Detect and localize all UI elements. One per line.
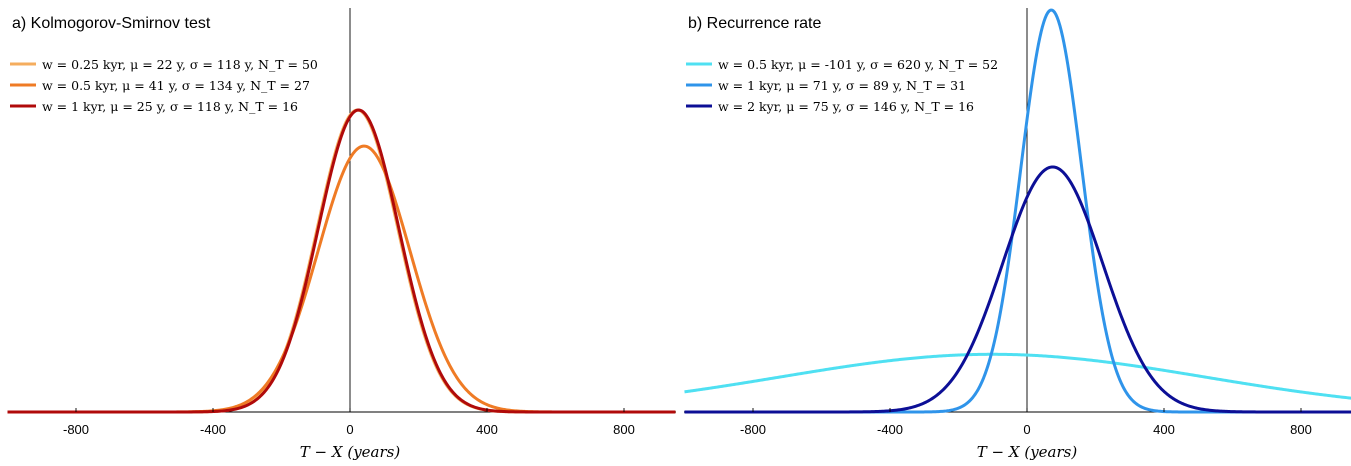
legend-entry: w = 0.5 kyr, μ = -101 y, σ = 620 y, N_T … (718, 57, 998, 72)
x-tick-label: -400 (200, 422, 226, 437)
panel-title: b) Recurrence rate (688, 15, 821, 32)
legend-entry: w = 2 kyr, μ = 75 y, σ = 146 y, N_T = 16 (718, 99, 974, 114)
x-axis-label: T − X (years) (977, 443, 1078, 461)
x-tick-label: 800 (1290, 422, 1312, 437)
panel-a: a) Kolmogorov-Smirnov test -800 -400 0 400 80… (7, 8, 676, 461)
x-tick-label: 0 (346, 422, 353, 437)
legend-entry: w = 1 kyr, μ = 25 y, σ = 118 y, N_T = 16 (42, 99, 298, 114)
series-line-1 (684, 352, 1351, 400)
x-tick-label: 400 (1153, 422, 1175, 437)
x-tick-label: 0 (1023, 422, 1030, 437)
panel-b: b) Recurrence rate -800 -400 0 400 800 T − X (… (684, 8, 1351, 461)
series-line-3 (7, 108, 676, 414)
legend-entry: w = 1 kyr, μ = 71 y, σ = 89 y, N_T = 31 (718, 78, 966, 93)
legend-entry: w = 0.25 kyr, μ = 22 y, σ = 118 y, N_T =… (42, 57, 318, 72)
x-tick-label: 400 (476, 422, 498, 437)
legend-entry: w = 0.5 kyr, μ = 41 y, σ = 134 y, N_T = … (42, 78, 310, 93)
x-tick-label: -400 (877, 422, 903, 437)
x-tick-label: -800 (63, 422, 89, 437)
series-line-2 (7, 144, 676, 414)
x-axis-label: T − X (years) (300, 443, 401, 461)
x-tick-label: 800 (613, 422, 635, 437)
panel-title: a) Kolmogorov-Smirnov test (12, 15, 211, 32)
x-tick-label: -800 (740, 422, 766, 437)
series-line-1 (7, 108, 676, 414)
series-line-3 (684, 165, 1351, 414)
